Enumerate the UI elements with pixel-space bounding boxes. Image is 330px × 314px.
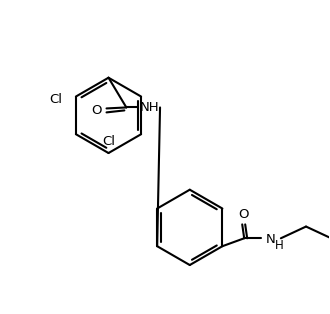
Text: Cl: Cl	[50, 93, 63, 106]
Text: NH: NH	[139, 101, 159, 114]
Text: N: N	[266, 233, 276, 246]
Text: O: O	[238, 208, 248, 221]
Text: H: H	[275, 239, 283, 252]
Text: Cl: Cl	[102, 135, 115, 148]
Text: O: O	[91, 104, 102, 117]
